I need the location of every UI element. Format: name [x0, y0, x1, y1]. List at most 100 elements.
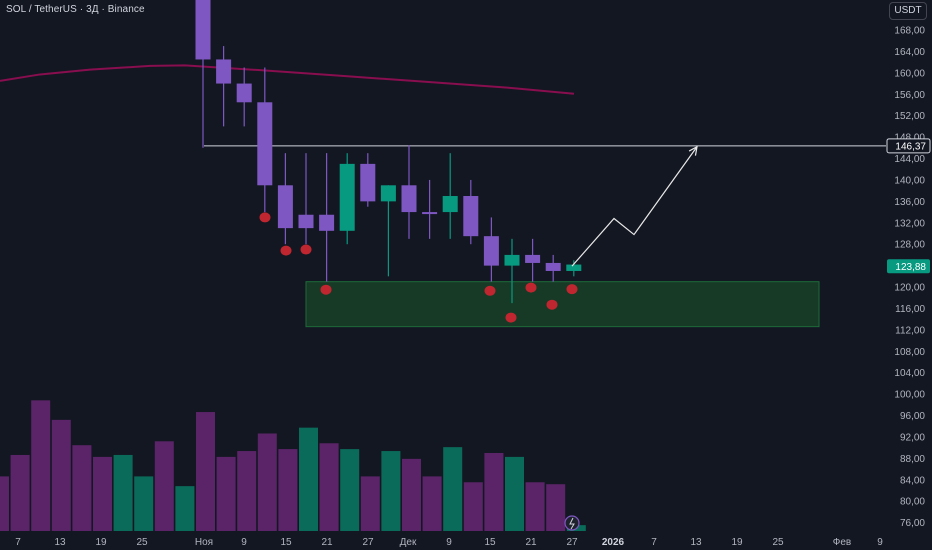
x-tick-label: 25: [772, 537, 784, 548]
marker-dot: [280, 245, 292, 256]
volume-bar: [113, 454, 133, 531]
x-tick-label: 15: [484, 537, 496, 548]
y-tick-label: 116,00: [895, 304, 925, 315]
candle: [360, 153, 376, 207]
projection-layer: [571, 145, 698, 267]
candle-body: [216, 59, 232, 84]
marker-dot: [525, 282, 537, 293]
volume-bar: [360, 476, 380, 531]
marker-dot: [259, 212, 271, 223]
candle-body: [380, 185, 396, 202]
candle: [525, 238, 541, 282]
volume-bar: [402, 458, 421, 531]
level-price-badge: 146,37: [886, 138, 931, 154]
x-tick-label: 27: [362, 537, 374, 548]
marker-dot: [300, 244, 312, 255]
moving-average-layer: [0, 64, 575, 95]
y-tick-label: 100,00: [894, 390, 925, 401]
candle-body: [195, 0, 211, 60]
candle: [463, 179, 479, 245]
candle: [545, 254, 561, 282]
volume-bar: [525, 482, 545, 531]
marker-dot: [505, 312, 517, 323]
x-tick-label: 19: [95, 537, 107, 548]
candle: [216, 46, 232, 127]
candle-body: [339, 163, 355, 231]
volume-bar: [154, 441, 174, 531]
last-price-badge-label: 123,88: [895, 262, 926, 273]
y-tick-label: 80,00: [900, 497, 925, 508]
markers-layer: [259, 212, 578, 323]
lightning-icon-ring: [564, 515, 580, 531]
volume-bar: [31, 400, 51, 531]
candle-body: [257, 102, 273, 186]
volume-layer: [0, 400, 586, 531]
candle: [277, 153, 293, 245]
x-axis: 7 13 19 25 Ноя 9 15 21 27 Дек 9 15 21 27 2026 7 13 19 25 Фе…: [15, 515, 883, 548]
marker-dot: [484, 285, 496, 296]
y-tick-label: 168,00: [894, 26, 925, 37]
candle-body: [422, 212, 438, 215]
volume-bar: [0, 476, 9, 531]
volume-bar: [463, 482, 483, 531]
candle-body: [566, 264, 582, 271]
x-tick-label: 21: [321, 537, 333, 548]
support-zone: [305, 281, 820, 328]
marker-dot: [566, 284, 578, 295]
candle: [566, 260, 582, 277]
candle: [339, 153, 355, 245]
candle: [422, 179, 438, 239]
candle-body: [525, 254, 541, 263]
candle: [483, 217, 499, 282]
y-tick-label: 84,00: [900, 475, 925, 486]
volume-bar: [340, 449, 360, 531]
y-axis: 168,00 164,00 160,00 156,00 152,00 148,00 144,…: [894, 26, 925, 530]
x-tick-label: 9: [877, 537, 883, 548]
marker-dot: [546, 299, 558, 310]
moving-average-line: [0, 64, 575, 95]
y-tick-label: 76,00: [900, 518, 925, 529]
x-tick-label: 9: [446, 537, 452, 548]
candle-body: [360, 163, 376, 202]
y-tick-label: 92,00: [900, 432, 925, 443]
y-tick-label: 156,00: [894, 90, 925, 101]
x-tick-label: 2026: [602, 537, 625, 548]
y-tick-label: 108,00: [894, 347, 925, 358]
symbol-title: SOL / TetherUS · 3Д · Binance: [6, 4, 145, 15]
x-tick-label: 15: [280, 537, 292, 548]
projection-path: [571, 146, 698, 267]
y-tick-label: 96,00: [900, 411, 925, 422]
candle-body: [442, 196, 458, 213]
volume-bar: [505, 456, 524, 531]
currency-button[interactable]: USDT: [889, 2, 927, 20]
x-tick-label: 13: [690, 537, 702, 548]
volume-bar: [175, 486, 195, 531]
last-price-badge-bg: [887, 259, 930, 274]
level-price-badge-label: 146,37: [895, 141, 926, 152]
y-tick-label: 140,00: [894, 175, 925, 186]
y-tick-label: 152,00: [894, 111, 925, 122]
volume-bar: [93, 456, 112, 531]
level-price-badge-bg: [886, 138, 931, 154]
volume-bar: [422, 476, 442, 531]
volume-bar: [237, 451, 257, 531]
x-tick-label: 21: [525, 537, 537, 548]
volume-bar: [381, 451, 401, 531]
volume-bar: [10, 454, 30, 531]
candles-layer: [195, 0, 582, 304]
candle-body: [319, 214, 335, 231]
volume-bar: [51, 419, 71, 531]
x-tick-label: Фев: [833, 537, 851, 548]
volume-bar: [299, 427, 318, 531]
volume-bar: [484, 453, 504, 531]
candle: [380, 185, 396, 277]
y-tick-label: 148,00: [894, 133, 925, 144]
x-tick-label: Ноя: [195, 537, 213, 548]
volume-bar: [134, 476, 154, 531]
candle-body: [236, 83, 252, 103]
x-tick-label: 9: [241, 537, 247, 548]
y-tick-label: 128,00: [894, 240, 925, 251]
candle: [236, 67, 252, 127]
